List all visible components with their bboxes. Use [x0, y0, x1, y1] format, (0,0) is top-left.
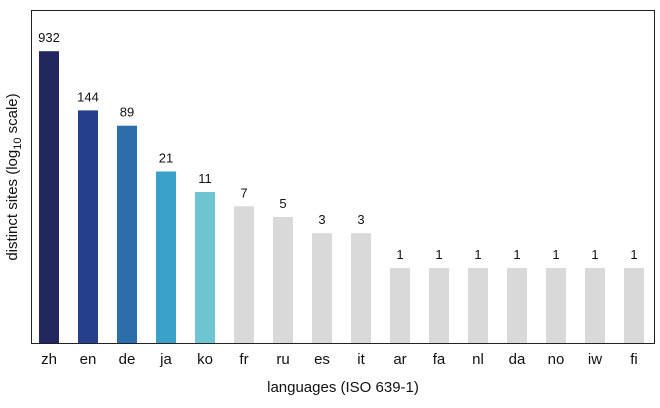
bar-iw — [585, 268, 605, 343]
bar-no — [546, 268, 566, 343]
y-axis-title-subscript: 10 — [12, 138, 24, 150]
bar-fi — [624, 268, 644, 343]
plot-frame — [31, 10, 655, 344]
x-tick-label-zh: zh — [41, 351, 57, 368]
data-label-fi: 1 — [630, 247, 637, 262]
bar-de — [117, 125, 137, 343]
bar-en — [78, 110, 98, 344]
x-tick-label-it: it — [357, 351, 365, 368]
data-label-ko: 11 — [198, 171, 212, 186]
data-label-no: 1 — [552, 247, 559, 262]
bar-da — [507, 268, 527, 343]
data-label-ja: 21 — [159, 151, 173, 166]
y-axis-title-suffix: scale) — [4, 93, 21, 137]
x-tick-label-ko: ko — [197, 351, 213, 368]
bars-group — [39, 51, 644, 344]
bar-fa — [429, 268, 449, 343]
x-tick-label-nl: nl — [472, 351, 484, 368]
data-label-da: 1 — [513, 247, 520, 262]
data-label-ar: 1 — [396, 247, 403, 262]
x-tick-label-fr: fr — [239, 351, 248, 368]
bar-ko — [195, 192, 215, 343]
data-label-iw: 1 — [591, 247, 598, 262]
x-tick-label-iw: iw — [588, 351, 602, 368]
bar-ar — [390, 268, 410, 343]
y-axis-title: distinct sites (log10 scale) — [4, 93, 24, 260]
data-label-en: 144 — [77, 89, 99, 104]
x-tick-label-de: de — [119, 351, 136, 368]
data-label-it: 3 — [357, 212, 364, 227]
y-axis-title-prefix: distinct sites (log — [4, 150, 21, 261]
bar-ru — [273, 217, 293, 343]
data-label-zh: 932 — [38, 30, 60, 45]
x-tick-label-fa: fa — [433, 351, 446, 368]
bar-fr — [234, 206, 254, 343]
x-tick-label-ru: ru — [276, 351, 289, 368]
x-tick-label-fi: fi — [630, 351, 638, 368]
x-tick-label-es: es — [314, 351, 330, 368]
x-ticks-group: zh en de ja ko fr ru es it ar fa nl da no iw fi — [41, 351, 638, 368]
x-tick-label-da: da — [509, 351, 526, 368]
bar-es — [312, 233, 332, 343]
data-label-nl: 1 — [474, 247, 481, 262]
bar-nl — [468, 268, 488, 343]
bar-ja — [156, 171, 176, 343]
x-tick-label-ar: ar — [393, 351, 406, 368]
data-label-fr: 7 — [240, 185, 247, 200]
x-tick-label-en: en — [80, 351, 97, 368]
data-label-ru: 5 — [279, 196, 286, 211]
data-label-es: 3 — [318, 212, 325, 227]
data-label-de: 89 — [120, 105, 134, 120]
x-tick-label-ja: ja — [159, 351, 172, 368]
bar-it — [351, 233, 371, 343]
x-axis-title: languages (ISO 639-1) — [267, 379, 419, 396]
bar-zh — [39, 51, 59, 343]
data-label-fa: 1 — [435, 247, 442, 262]
x-tick-label-no: no — [548, 351, 565, 368]
